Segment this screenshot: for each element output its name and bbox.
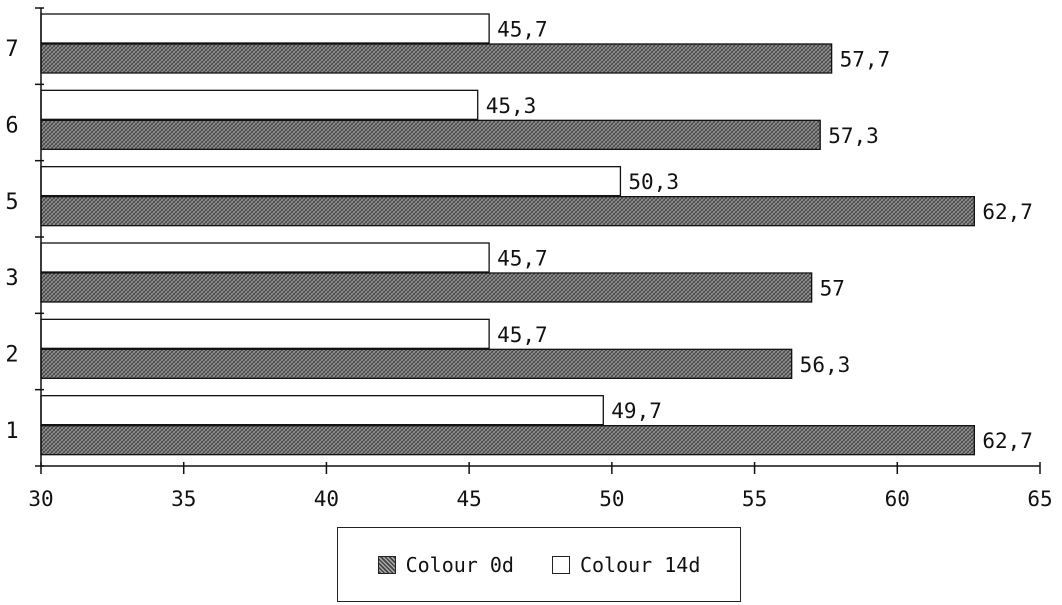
bar-colour-0d [40,272,813,303]
data-label: 57,7 [840,48,891,72]
x-tick-label: 35 [171,487,196,511]
data-label: 45,7 [497,18,548,42]
x-tick-label: 50 [599,487,624,511]
data-label: 45,7 [497,247,548,271]
bar-colour-0d [40,348,793,379]
bar-colour-14d [40,166,622,197]
bar-chart: 7 45,7 57,7 6 45,3 57,3 5 50,3 62,7 3 45,7 57 2 45,7 5… [5,7,1053,512]
bar-colour-0d [40,43,833,74]
category-label: 1 [5,419,18,444]
x-tick-label: 30 [28,487,53,511]
data-label: 57,3 [828,124,879,148]
ticks-group [35,7,1041,474]
data-label: 45,3 [486,94,537,118]
category-label: 2 [5,343,18,368]
x-tick-label: 65 [1027,487,1052,511]
x-tick-label: 40 [314,487,339,511]
x-tick-label: 55 [742,487,767,511]
category-label: 5 [5,190,18,215]
bars-group [40,13,976,456]
x-tick-label: 60 [885,487,910,511]
data-label: 50,3 [628,170,679,194]
category-label: 3 [5,266,18,291]
bar-colour-14d [40,89,479,120]
legend: Colour 0d Colour 14d [337,527,741,602]
legend-item-colour-14d: Colour 14d [551,552,701,577]
labels-group: 7 45,7 57,7 6 45,3 57,3 5 50,3 62,7 3 45,7 57 2 45,7 5… [5,18,1052,512]
bar-colour-14d [40,395,604,426]
legend-label-colour-0d: Colour 0d [405,552,514,577]
legend-item-colour-0d: Colour 0d [377,552,514,577]
data-label: 57 [820,277,845,301]
bar-colour-0d [40,425,976,456]
category-label: 6 [5,114,18,139]
data-label: 45,7 [497,323,548,347]
data-label: 56,3 [800,353,851,377]
bar-colour-14d [40,242,490,273]
legend-swatch-colour-14d [551,555,570,574]
legend-swatch-colour-0d [377,555,396,574]
data-label: 49,7 [611,399,662,423]
legend-label-colour-14d: Colour 14d [579,552,701,577]
bar-colour-14d [40,13,490,44]
bar-colour-0d [40,119,821,150]
data-label: 62,7 [982,200,1033,224]
data-label: 62,7 [982,429,1033,453]
category-label: 7 [5,37,18,62]
bar-colour-0d [40,196,976,227]
bar-colour-14d [40,318,490,349]
x-tick-label: 45 [456,487,481,511]
